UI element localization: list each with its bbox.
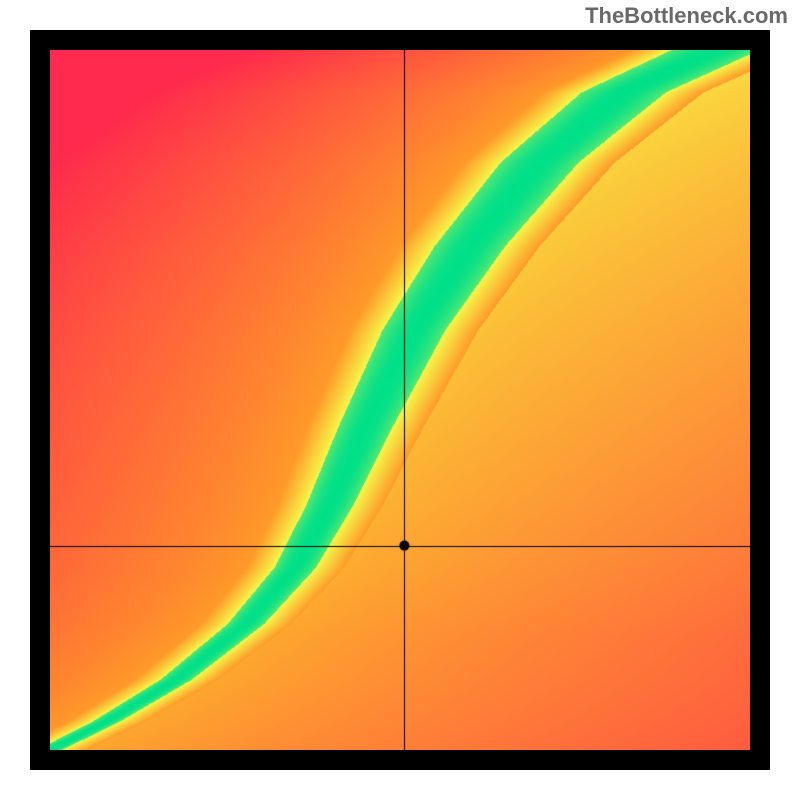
- chart-container: TheBottleneck.com: [0, 0, 800, 800]
- plot-frame: [30, 30, 770, 770]
- watermark-text: TheBottleneck.com: [585, 3, 788, 29]
- heatmap-canvas: [50, 50, 750, 750]
